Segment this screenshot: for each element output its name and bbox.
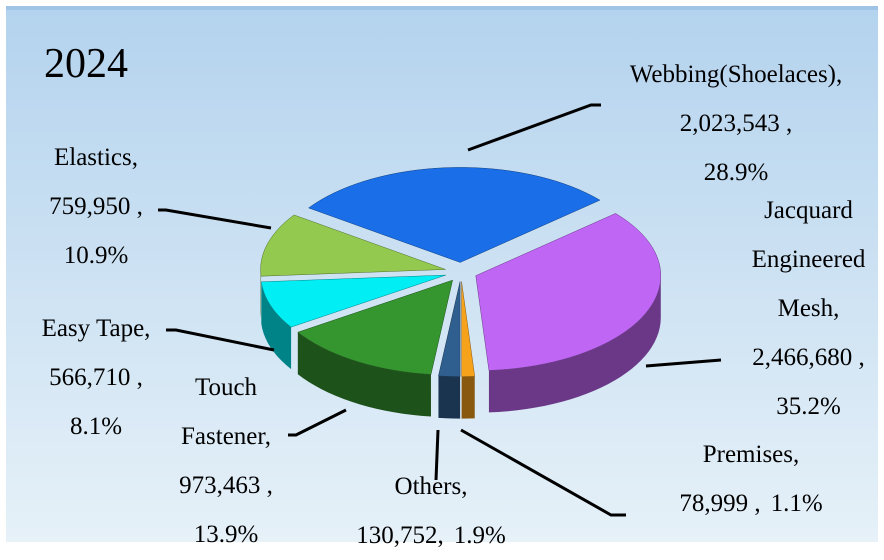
value-label: 2,023,543 , xyxy=(596,99,876,148)
slice-label: Jacquard Engineered Mesh,2,466,680 ,35.2… xyxy=(721,186,884,431)
value-label: 78,999 , xyxy=(679,490,760,517)
chart-title: 2024 xyxy=(44,40,128,88)
leader-line xyxy=(166,330,274,350)
value-label: 759,950 , xyxy=(21,182,171,231)
value-label: 973,463 , xyxy=(151,461,301,510)
category-label: Easy Tape, xyxy=(16,304,176,353)
slice-label: Elastics,759,950 ,10.9% xyxy=(21,133,171,280)
slice-label: Others, 130,752, 1.9% xyxy=(326,462,536,560)
percentage-label: 1.9% xyxy=(454,522,506,549)
slice-side xyxy=(438,376,460,419)
category-label: Webbing(Shoelaces), xyxy=(596,50,876,99)
percentage-label: 8.1% xyxy=(16,402,176,451)
value-label: 2,466,680 , xyxy=(721,333,884,382)
value-label: 130,752, xyxy=(356,522,444,549)
leader-line xyxy=(646,360,721,366)
category-label: Others, xyxy=(326,462,536,511)
slice-label: Premises, 78,999 , 1.1% xyxy=(636,430,866,528)
percentage-label: 1.1% xyxy=(771,490,823,517)
percentage-label: 10.9% xyxy=(21,231,171,280)
percentage-label: 35.2% xyxy=(721,382,884,431)
leader-line xyxy=(468,105,601,150)
chart: 2024 Webbing(Shoelaces),2,023,543 ,28.9%… xyxy=(6,6,878,542)
slice-label: Webbing(Shoelaces),2,023,543 ,28.9% xyxy=(596,50,876,197)
value-label: 566,710 , xyxy=(16,353,176,402)
leader-line xyxy=(158,210,271,228)
slice xyxy=(462,282,475,377)
slice-label: Easy Tape,566,710 ,8.1% xyxy=(16,304,176,451)
category-label: Jacquard Engineered Mesh, xyxy=(721,186,884,333)
slice-side xyxy=(462,376,475,418)
slice-tops xyxy=(261,167,661,376)
category-label: Premises, xyxy=(636,430,866,479)
percentage-label: 13.9% xyxy=(151,510,301,559)
category-label: Elastics, xyxy=(21,133,171,182)
